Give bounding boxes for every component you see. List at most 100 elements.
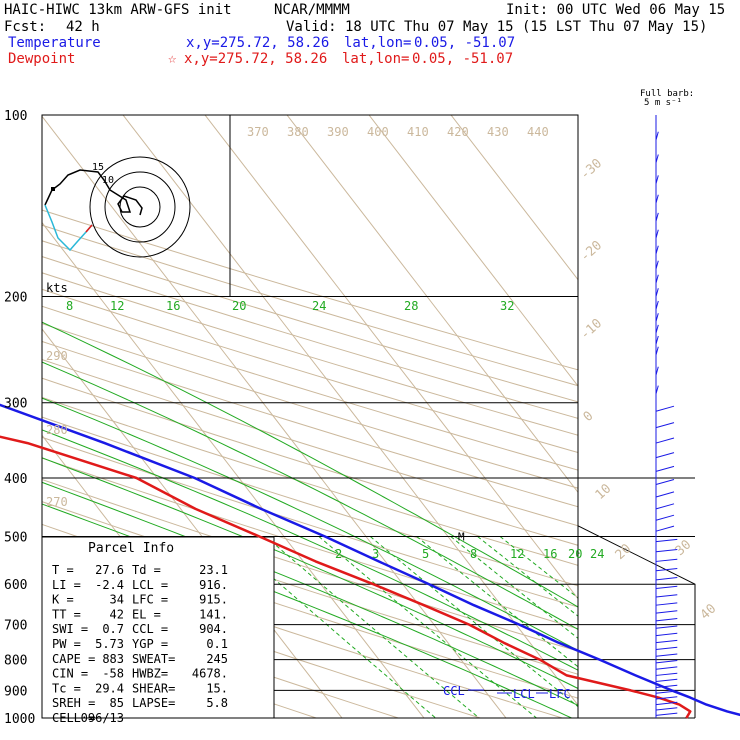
parcel-value: 4678. — [192, 667, 228, 681]
pressure-label: 600 — [4, 578, 27, 593]
valid-time: Valid: 18 UTC Thu 07 May 15 (15 LST Thu … — [286, 19, 708, 35]
wind-barb — [655, 465, 675, 472]
parcel-key: Tc = — [52, 681, 81, 695]
theta-label: 270 — [46, 495, 68, 509]
parcel-key: CIN = — [52, 667, 88, 681]
wind-barb — [655, 366, 659, 376]
wind-barb — [655, 245, 659, 255]
wind-barb — [655, 618, 678, 622]
parcel-key: Td = — [132, 563, 161, 577]
legend-temperature-latlon-label: lat,lon= — [344, 35, 412, 51]
parcel-key: SWEAT= — [132, 652, 175, 666]
wind-barb — [655, 525, 675, 532]
parcel-value: 5.73 — [95, 637, 124, 651]
wind-barb — [655, 549, 678, 553]
barb-legend-title: Full barb: — [640, 89, 694, 99]
dry-adiabat-line — [42, 571, 481, 718]
fcst-hour: 42 h — [66, 19, 100, 35]
hodograph-trace-red — [85, 224, 93, 233]
parcel-value: 29.4 — [95, 681, 124, 695]
wind-barb — [655, 690, 678, 694]
parcel-key: TT = — [52, 607, 81, 621]
parcel-key: CAPE = — [52, 652, 95, 666]
parcel-value: -2.4 — [95, 578, 124, 592]
wind-barb — [655, 335, 659, 345]
isotherm-label: 10 — [593, 481, 615, 503]
hodograph-ring-label: 10 — [102, 175, 114, 186]
parcel-value: 096/13 — [81, 711, 124, 725]
legend-dewpoint-marker: ☆ — [168, 51, 177, 67]
wind-barb — [655, 594, 678, 598]
pressure-label: 200 — [4, 291, 27, 306]
parcel-value: 0.1 — [206, 637, 228, 651]
legend-temperature-latlon: 0.05, -51.07 — [414, 35, 516, 51]
dry-adiabat-line — [42, 305, 578, 471]
wind-barb — [655, 452, 675, 459]
wind-barb — [655, 625, 678, 629]
parcel-key: LI = — [52, 578, 81, 592]
wind-barb — [655, 346, 659, 356]
parcel-value: 34 — [110, 593, 124, 607]
wind-barb — [655, 639, 678, 644]
parcel-value: 883 — [102, 652, 124, 666]
mixing-ratio-label: 8 — [470, 547, 477, 561]
parcel-key: HWBZ= — [132, 667, 168, 681]
parcel-value: 0.7 — [102, 622, 124, 636]
mixing-ratio-label: 2 — [335, 547, 342, 561]
parcel-key: CELL = — [52, 711, 95, 725]
isotherm-line — [450, 115, 578, 281]
thetae-label: 24 — [312, 299, 326, 313]
wind-barb — [655, 194, 659, 204]
hodograph-ring — [104, 171, 176, 243]
org-label: NCAR/MMMM — [274, 2, 350, 18]
fcst-label: Fcst: — [4, 19, 47, 35]
hodograph-ring-label: 15 — [92, 162, 104, 173]
wind-barb — [655, 602, 678, 606]
isotherms — [42, 115, 578, 718]
dry-adiabat-line — [42, 340, 578, 508]
parcel-key: SREH = — [52, 696, 95, 710]
hodograph-marker — [51, 187, 55, 191]
parcel-value: 141. — [199, 607, 228, 621]
hodograph-trace — [44, 169, 143, 216]
dry-adiabat-line — [42, 478, 578, 652]
barb-panel-edge — [577, 525, 696, 718]
hodograph-ring — [89, 156, 191, 258]
wind-barb — [655, 503, 675, 510]
theta-label: 370 — [247, 125, 269, 139]
mixing-ratio-label: 5 — [422, 547, 429, 561]
isotherm-line — [122, 115, 578, 706]
mixing-ratio-line — [318, 536, 537, 718]
dry-adiabat-line — [42, 256, 578, 419]
isotherm-label: -30 — [578, 156, 605, 183]
wind-barb — [655, 274, 659, 284]
wind-barb — [655, 229, 659, 239]
dry-adiabat-line — [42, 323, 578, 489]
mixing-ratio-line — [225, 536, 436, 718]
legend-temperature-xy: x,y=275.72, 58.26 — [186, 35, 330, 51]
mixing-ratio-label: 12 — [510, 547, 524, 561]
parcel-key: SWI = — [52, 622, 88, 636]
dry-adiabat-line — [42, 457, 578, 630]
mixing-ratio-line — [499, 536, 578, 599]
wind-barb — [655, 288, 659, 297]
parcel-value: -58 — [102, 667, 124, 681]
wind-barb — [655, 660, 678, 664]
hodograph: 15 10 kts — [44, 115, 231, 296]
pressure-label: 300 — [4, 397, 27, 412]
mixing-ratio-label: 20 — [568, 547, 582, 561]
isotherm-line — [204, 115, 578, 600]
isotherm-line — [286, 115, 578, 494]
mixing-ratio-line — [477, 536, 578, 617]
thetae-label: 20 — [232, 299, 246, 313]
wind-barb — [655, 479, 675, 485]
wind-barb — [655, 653, 678, 657]
wind-barb — [655, 514, 675, 521]
lfc-label: LFC — [549, 687, 571, 701]
wind-barb — [655, 405, 675, 412]
parcel-key: SHEAR= — [132, 681, 175, 695]
isotherm-line — [42, 221, 425, 718]
parcel-info-frame — [41, 536, 275, 719]
dry-adiabat-line — [42, 272, 578, 436]
parcel-key: K = — [52, 593, 74, 607]
